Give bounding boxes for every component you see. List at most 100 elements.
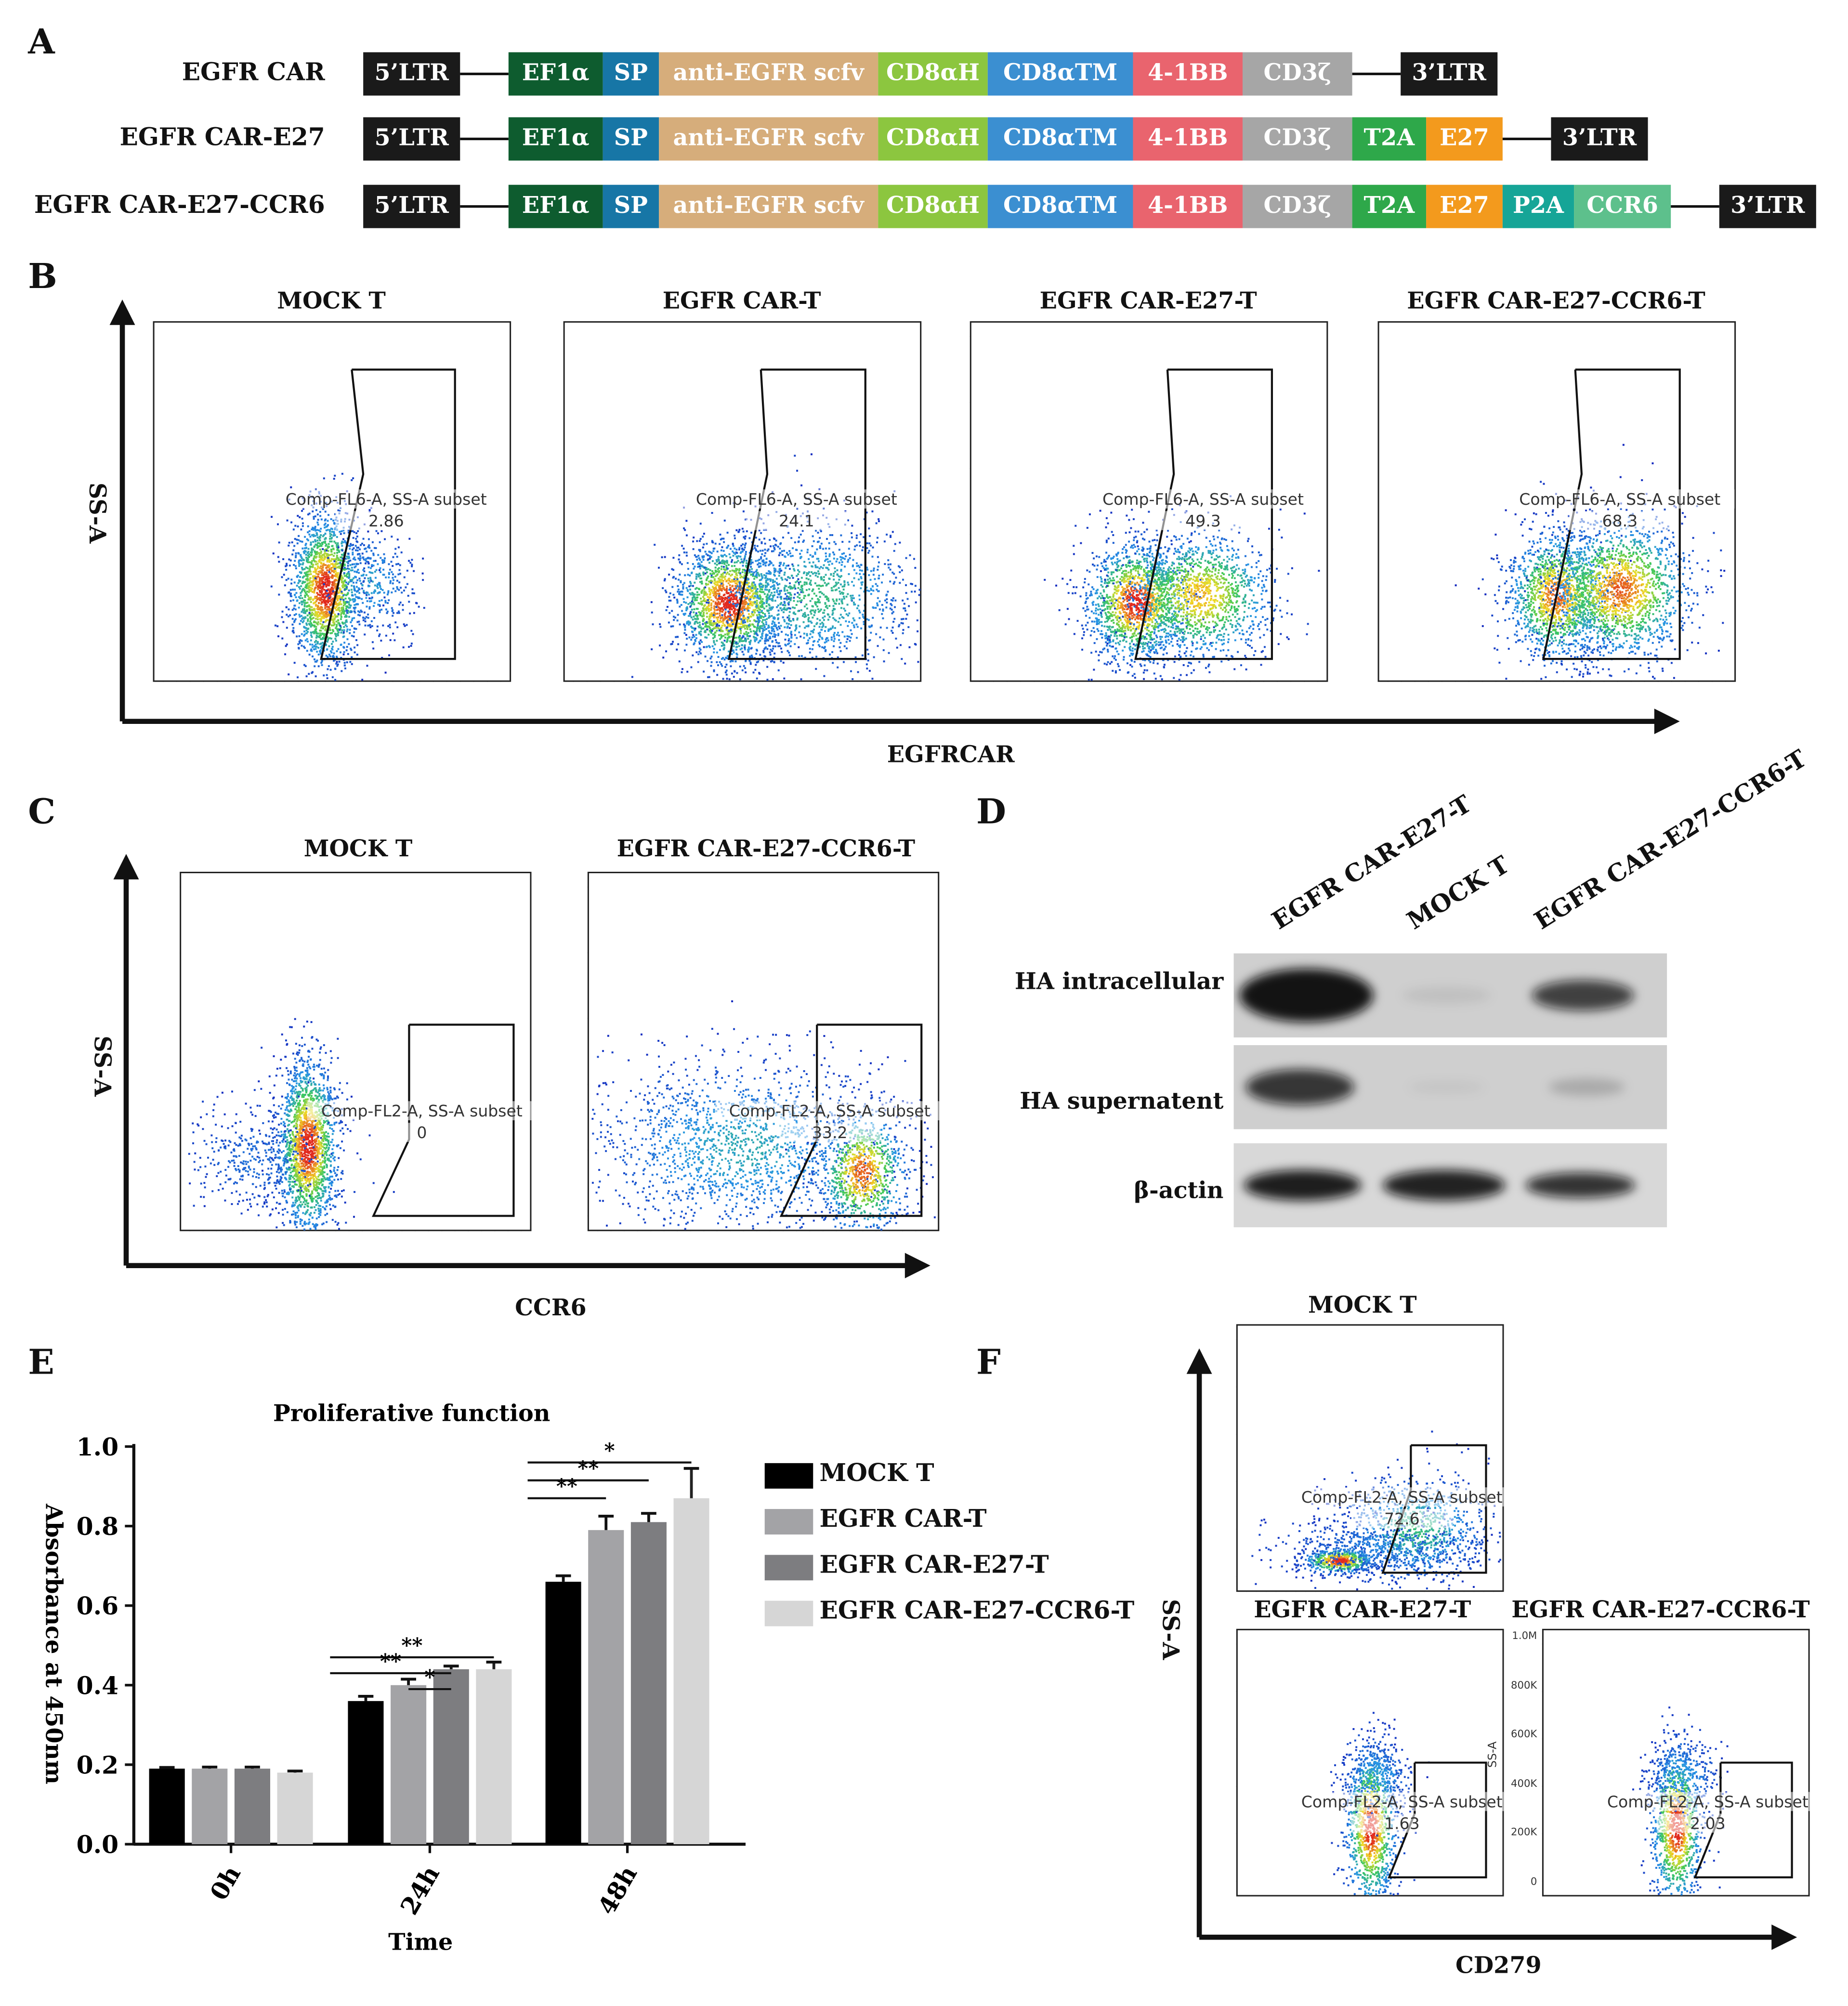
gate-value: 72.6 [1350,1509,1453,1528]
panel-b-axes [109,299,1680,734]
significance-label: ** [401,1633,422,1657]
gate-polygon [320,368,456,660]
gate-label: Comp-FL2-A, SS-A subset [307,1101,537,1121]
panel-label-d: D [976,793,1006,832]
bar [545,1582,581,1845]
gate-value: 33.2 [778,1123,881,1142]
bar [433,1669,469,1845]
gate-value: 0 [371,1123,473,1142]
gate-polygon [1381,1444,1487,1574]
linker-line [460,72,509,76]
bar [348,1701,384,1845]
panel-f-axes [1186,1348,1797,1950]
linker-line [1502,137,1551,141]
construct-name: EGFR CAR-E27 [19,124,325,152]
chart-y-label: Absorbance at 450nm [40,1503,67,1784]
panel-f-plot-title: EGFR CAR-E27-T [1191,1597,1534,1624]
inner-y-tick: 200K [1494,1826,1537,1838]
x-tick-label: 48h [592,1861,642,1920]
linker-line [1671,205,1719,208]
blot-band [1245,1069,1354,1105]
gate-value: 24.1 [746,511,848,530]
panel-c-axes [113,853,931,1279]
panel-f-x-label: CD279 [1455,1953,1542,1980]
flow-plot: Comp-FL2-A, SS-A subset 33.2 [581,871,944,1239]
flow-plot: Comp-FL2-A, SS-A subset 1.63 [1230,1628,1517,1904]
legend-swatch [764,1509,813,1535]
chart-title: Proliferative function [273,1400,550,1427]
panel-b-plot-title: EGFR CAR-E27-T [944,288,1352,315]
segment-cd3-: CD3ζ [1243,117,1352,161]
blot-band [1532,980,1634,1011]
flow-plot: Comp-FL2-A, SS-A subset 0 [173,871,537,1239]
significance-label: * [424,1665,435,1689]
y-tick-label: 0.8 [77,1512,118,1541]
gate-label: Comp-FL2-A, SS-A subset [1593,1792,1823,1811]
bar [234,1769,270,1845]
segment-cd3-: CD3ζ [1243,184,1352,228]
segment-cd8-tm: CD8αTM [987,117,1133,161]
segment-sp: SP [603,52,659,96]
segment-4-1bb: 4-1BB [1133,117,1243,161]
segment-t2a: T2A [1352,117,1427,161]
blot-band [1408,1080,1485,1094]
panel-b-x-label: EGFRCAR [887,742,1015,769]
flow-plot: Comp-FL6-A, SS-A subset 68.3 [1371,321,1736,690]
x-tick-label: 0h [204,1861,246,1905]
segment-ccr6: CCR6 [1574,184,1671,228]
segment-3-ltr: 3’LTR [1401,52,1498,96]
flow-plot: Comp-FL6-A, SS-A subset 49.3 [963,321,1328,690]
significance-label: ** [380,1649,401,1673]
y-tick-label: 0.0 [77,1831,118,1859]
segment-5-ltr: 5’LTR [363,117,460,161]
segment-p2a: P2A [1502,184,1574,228]
proliferation-bar-chart: Proliferative function Absorbance at 450n… [40,1400,746,1956]
legend-swatch [764,1555,813,1581]
bar [673,1498,709,1845]
gate-value: 2.86 [335,511,437,530]
panel-c-y-label: SS-A [89,1036,116,1096]
gate-label: Comp-FL2-A, SS-A subset [715,1101,944,1121]
significance-label: * [604,1438,615,1462]
bar [277,1772,313,1845]
bar [630,1522,667,1845]
legend-swatch [764,1600,813,1626]
segment-cd8-h: CD8αH [878,117,988,161]
gate-label: Comp-FL2-A, SS-A subset [1287,1792,1517,1811]
segment-cd8-h: CD8αH [878,184,988,228]
gate-value: 2.03 [1657,1813,1759,1833]
segment-4-1bb: 4-1BB [1133,184,1243,228]
segment-ef1-: EF1α [508,117,603,161]
legend-label: MOCK T [820,1459,934,1487]
gate-polygon [1542,368,1681,660]
blot-row-label: β-actin [969,1178,1223,1205]
y-tick-label: 0.2 [77,1751,118,1779]
segment-e27: E27 [1426,117,1503,161]
gate-label: Comp-FL6-A, SS-A subset [1088,489,1318,509]
inner-axis-label: SS-A [1487,1742,1500,1768]
gate-label: Comp-FL6-A, SS-A subset [682,489,912,509]
inner-y-tick: 400K [1494,1777,1537,1789]
bar [192,1769,228,1845]
inner-y-tick: 0 [1494,1875,1537,1887]
blot-row-label: HA supernatent [969,1088,1223,1115]
segment-cd3-: CD3ζ [1243,52,1352,96]
significance-label: ** [556,1474,577,1498]
linker-line [460,205,509,208]
blot-band [1244,1170,1362,1201]
segment-anti-egfr-scfv: anti-EGFR scfv [659,52,878,96]
blot-band [1548,1078,1625,1096]
segment-4-1bb: 4-1BB [1133,52,1243,96]
segment-5-ltr: 5’LTR [363,52,460,96]
segment-5-ltr: 5’LTR [363,184,460,228]
gate-value: 49.3 [1152,511,1254,530]
construct-name: EGFR CAR [19,59,325,87]
panel-b-plot-title: EGFR CAR-T [538,288,946,315]
y-tick-label: 0.4 [77,1671,118,1700]
blot-lane-label: MOCK T [1402,851,1515,936]
panel-f-plot-title: EGFR CAR-E27-CCR6-T [1489,1597,1833,1624]
gate-label: Comp-FL2-A, SS-A subset [1287,1487,1517,1507]
segment-3-ltr: 3’LTR [1719,184,1816,228]
gate-polygon [1134,368,1273,660]
